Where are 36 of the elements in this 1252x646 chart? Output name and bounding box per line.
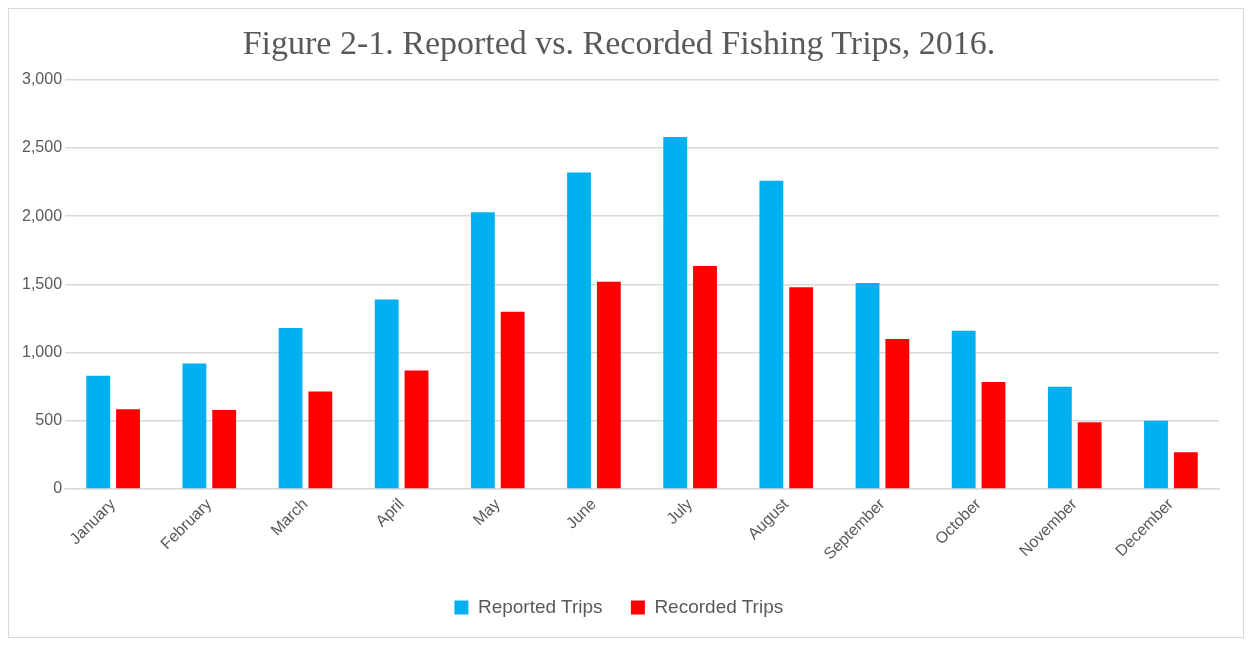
y-tick-label: 1,000 — [21, 343, 63, 361]
bar — [789, 287, 814, 489]
x-tick-label: May — [469, 495, 504, 529]
bar — [116, 409, 140, 489]
bar — [596, 281, 621, 489]
bar — [374, 299, 399, 489]
y-tick-label: 3,000 — [21, 70, 63, 88]
y-tick-label: 2,500 — [21, 138, 63, 156]
legend-label: Reported Trips — [477, 595, 603, 617]
bar — [500, 311, 525, 489]
x-tick-label: July — [663, 495, 696, 528]
bar — [981, 381, 1006, 489]
bar — [308, 391, 333, 489]
legend-label: Recorded Trips — [654, 595, 784, 617]
bar — [663, 137, 688, 489]
bar — [885, 339, 910, 489]
bar — [278, 328, 303, 489]
bar — [404, 370, 429, 489]
bar — [212, 409, 237, 489]
bar — [693, 266, 717, 489]
bar — [86, 375, 111, 489]
y-tick-label: 0 — [53, 479, 63, 497]
bar — [470, 212, 495, 489]
y-tick-label: 2,000 — [21, 206, 63, 224]
bar — [182, 363, 207, 489]
bar — [855, 283, 880, 489]
bar — [951, 330, 976, 489]
chart-title: Figure 2-1. Reported vs. Recorded Fishing Trips, 2016. — [242, 24, 996, 62]
y-tick-label: 1,500 — [21, 274, 63, 292]
bar — [759, 180, 784, 489]
y-tick-label: 500 — [35, 411, 63, 429]
bar — [1077, 422, 1102, 489]
bar — [567, 172, 591, 489]
bar — [1047, 386, 1072, 489]
bar — [1144, 420, 1168, 489]
bar — [1173, 452, 1198, 489]
